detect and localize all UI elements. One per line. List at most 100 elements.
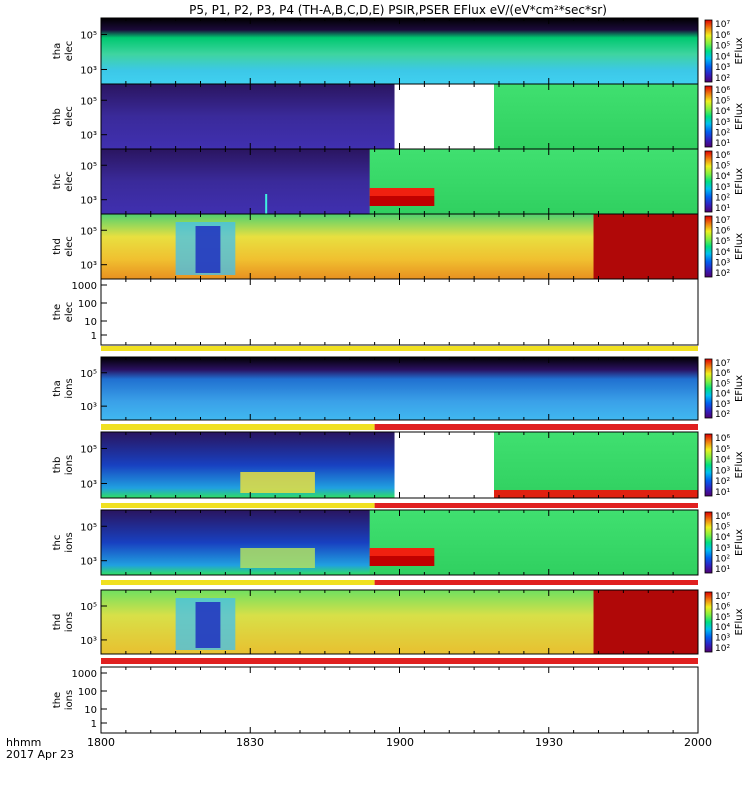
spectrogram-image bbox=[101, 18, 698, 84]
colorbar-tick-label: 10⁴ bbox=[715, 623, 730, 633]
y-tick-label: 10³ bbox=[80, 65, 97, 76]
y-tick-label: 10⁵ bbox=[80, 602, 97, 613]
spectrogram-image bbox=[494, 432, 698, 498]
spectrogram-image bbox=[369, 196, 435, 206]
y-axis-label: the bbox=[52, 304, 63, 320]
colorbar-tick-label: 10³ bbox=[715, 544, 730, 554]
colorbar-tick-label: 10⁷ bbox=[715, 216, 730, 226]
colorbar-tick-label: 10² bbox=[715, 410, 730, 420]
y-axis-label: elec bbox=[64, 171, 75, 192]
y-axis-label: tha bbox=[52, 43, 63, 59]
colorbar-tick-label: 10³ bbox=[715, 466, 730, 476]
flag-bar bbox=[101, 346, 698, 351]
colorbar-tick-label: 10⁵ bbox=[715, 379, 730, 389]
colorbar-tick-label: 10² bbox=[715, 477, 730, 487]
colorbar-tick-label: 10⁴ bbox=[715, 390, 730, 400]
colorbar-tick-label: 10⁵ bbox=[715, 162, 730, 172]
flag-bar bbox=[101, 580, 375, 585]
y-axis-label: thb bbox=[52, 108, 63, 125]
colorbar-tick-label: 10² bbox=[715, 644, 730, 654]
y-tick-label: 10⁵ bbox=[80, 445, 97, 456]
y-tick-label: 100 bbox=[78, 299, 97, 310]
x-tick-label: 1800 bbox=[87, 736, 115, 749]
colorbar-tick-label: 10⁴ bbox=[715, 248, 730, 258]
y-tick-label: 10 bbox=[84, 705, 97, 716]
flag-bar bbox=[101, 424, 375, 430]
colorbar-tick-label: 10⁵ bbox=[715, 523, 730, 533]
spectrogram-image bbox=[240, 472, 315, 493]
y-tick-label: 10³ bbox=[80, 636, 97, 647]
colorbar-tick-label: 10⁴ bbox=[715, 107, 730, 117]
y-axis-label: tha bbox=[52, 380, 63, 396]
x-tick-label: 1900 bbox=[386, 736, 414, 749]
flag-bar bbox=[374, 580, 698, 585]
y-tick-label: 10³ bbox=[80, 402, 97, 413]
flag-bar bbox=[101, 658, 698, 664]
y-tick-label: 10 bbox=[84, 317, 97, 328]
colorbar-tick-label: 10³ bbox=[715, 183, 730, 193]
colorbar-tick-label: 10² bbox=[715, 74, 730, 84]
colorbar bbox=[704, 19, 713, 83]
colorbar-label: EFlux bbox=[734, 168, 745, 195]
colorbar bbox=[704, 215, 713, 278]
x-axis-label: hhmm bbox=[6, 736, 41, 749]
colorbar-tick-label: 10⁵ bbox=[715, 237, 730, 247]
flag-bar bbox=[374, 424, 698, 430]
colorbar-tick-label: 10⁵ bbox=[715, 97, 730, 107]
spectrogram-image bbox=[494, 490, 698, 498]
colorbar-tick-label: 10⁴ bbox=[715, 456, 730, 466]
y-tick-label: 10³ bbox=[80, 479, 97, 490]
y-tick-label: 10⁵ bbox=[80, 161, 97, 172]
y-axis-label: ions bbox=[64, 612, 75, 632]
colorbar bbox=[704, 85, 713, 148]
colorbar-tick-label: 10⁶ bbox=[715, 602, 730, 612]
panel-the_ions: 1000 100 10 1 the ions bbox=[52, 666, 699, 734]
colorbar-label: EFlux bbox=[734, 103, 745, 130]
colorbar-tick-label: 10² bbox=[715, 128, 730, 138]
colorbar-label: EFlux bbox=[734, 608, 745, 635]
colorbar-label: EFlux bbox=[734, 375, 745, 402]
y-axis-label: ions bbox=[64, 690, 75, 710]
colorbar-tick-label: 10⁷ bbox=[715, 592, 730, 602]
spectrogram-image bbox=[265, 194, 268, 214]
x-tick-label: 1830 bbox=[236, 736, 264, 749]
figure-title: P5, P1, P2, P3, P4 (TH-A,B,C,D,E) PSIR,P… bbox=[189, 3, 607, 17]
colorbar-tick-label: 10⁷ bbox=[715, 359, 730, 369]
y-axis-label: elec bbox=[64, 106, 75, 127]
colorbar-tick-label: 10⁶ bbox=[715, 151, 730, 161]
colorbar-tick-label: 10⁵ bbox=[715, 42, 730, 52]
colorbar-tick-label: 10² bbox=[715, 554, 730, 564]
y-axis-label: ions bbox=[64, 455, 75, 475]
y-axis-label: elec bbox=[64, 41, 75, 62]
colorbar-label: EFlux bbox=[734, 37, 745, 64]
colorbar-tick-label: 10⁶ bbox=[715, 86, 730, 96]
y-tick-label: 100 bbox=[78, 687, 97, 698]
colorbar bbox=[704, 150, 713, 213]
colorbar-tick-label: 10⁶ bbox=[715, 31, 730, 41]
y-axis-label: ions bbox=[64, 378, 75, 398]
colorbar-label: EFlux bbox=[734, 233, 745, 260]
colorbar-tick-label: 10⁵ bbox=[715, 445, 730, 455]
y-axis-label: thc bbox=[52, 174, 63, 190]
y-tick-label: 10³ bbox=[80, 261, 97, 272]
data-gap bbox=[394, 84, 495, 149]
colorbar-label: EFlux bbox=[734, 451, 745, 478]
flag-bar bbox=[101, 503, 375, 508]
colorbar bbox=[704, 433, 713, 497]
colorbar-tick-label: 10³ bbox=[715, 400, 730, 410]
colorbar-tick-label: 10³ bbox=[715, 63, 730, 73]
colorbar-label: EFlux bbox=[734, 529, 745, 556]
colorbar-tick-label: 10¹ bbox=[715, 488, 730, 498]
colorbar bbox=[704, 358, 713, 419]
x-tick-label: 2000 bbox=[684, 736, 712, 749]
colorbar-tick-label: 10¹ bbox=[715, 565, 730, 575]
colorbar-tick-label: 10² bbox=[715, 269, 730, 279]
